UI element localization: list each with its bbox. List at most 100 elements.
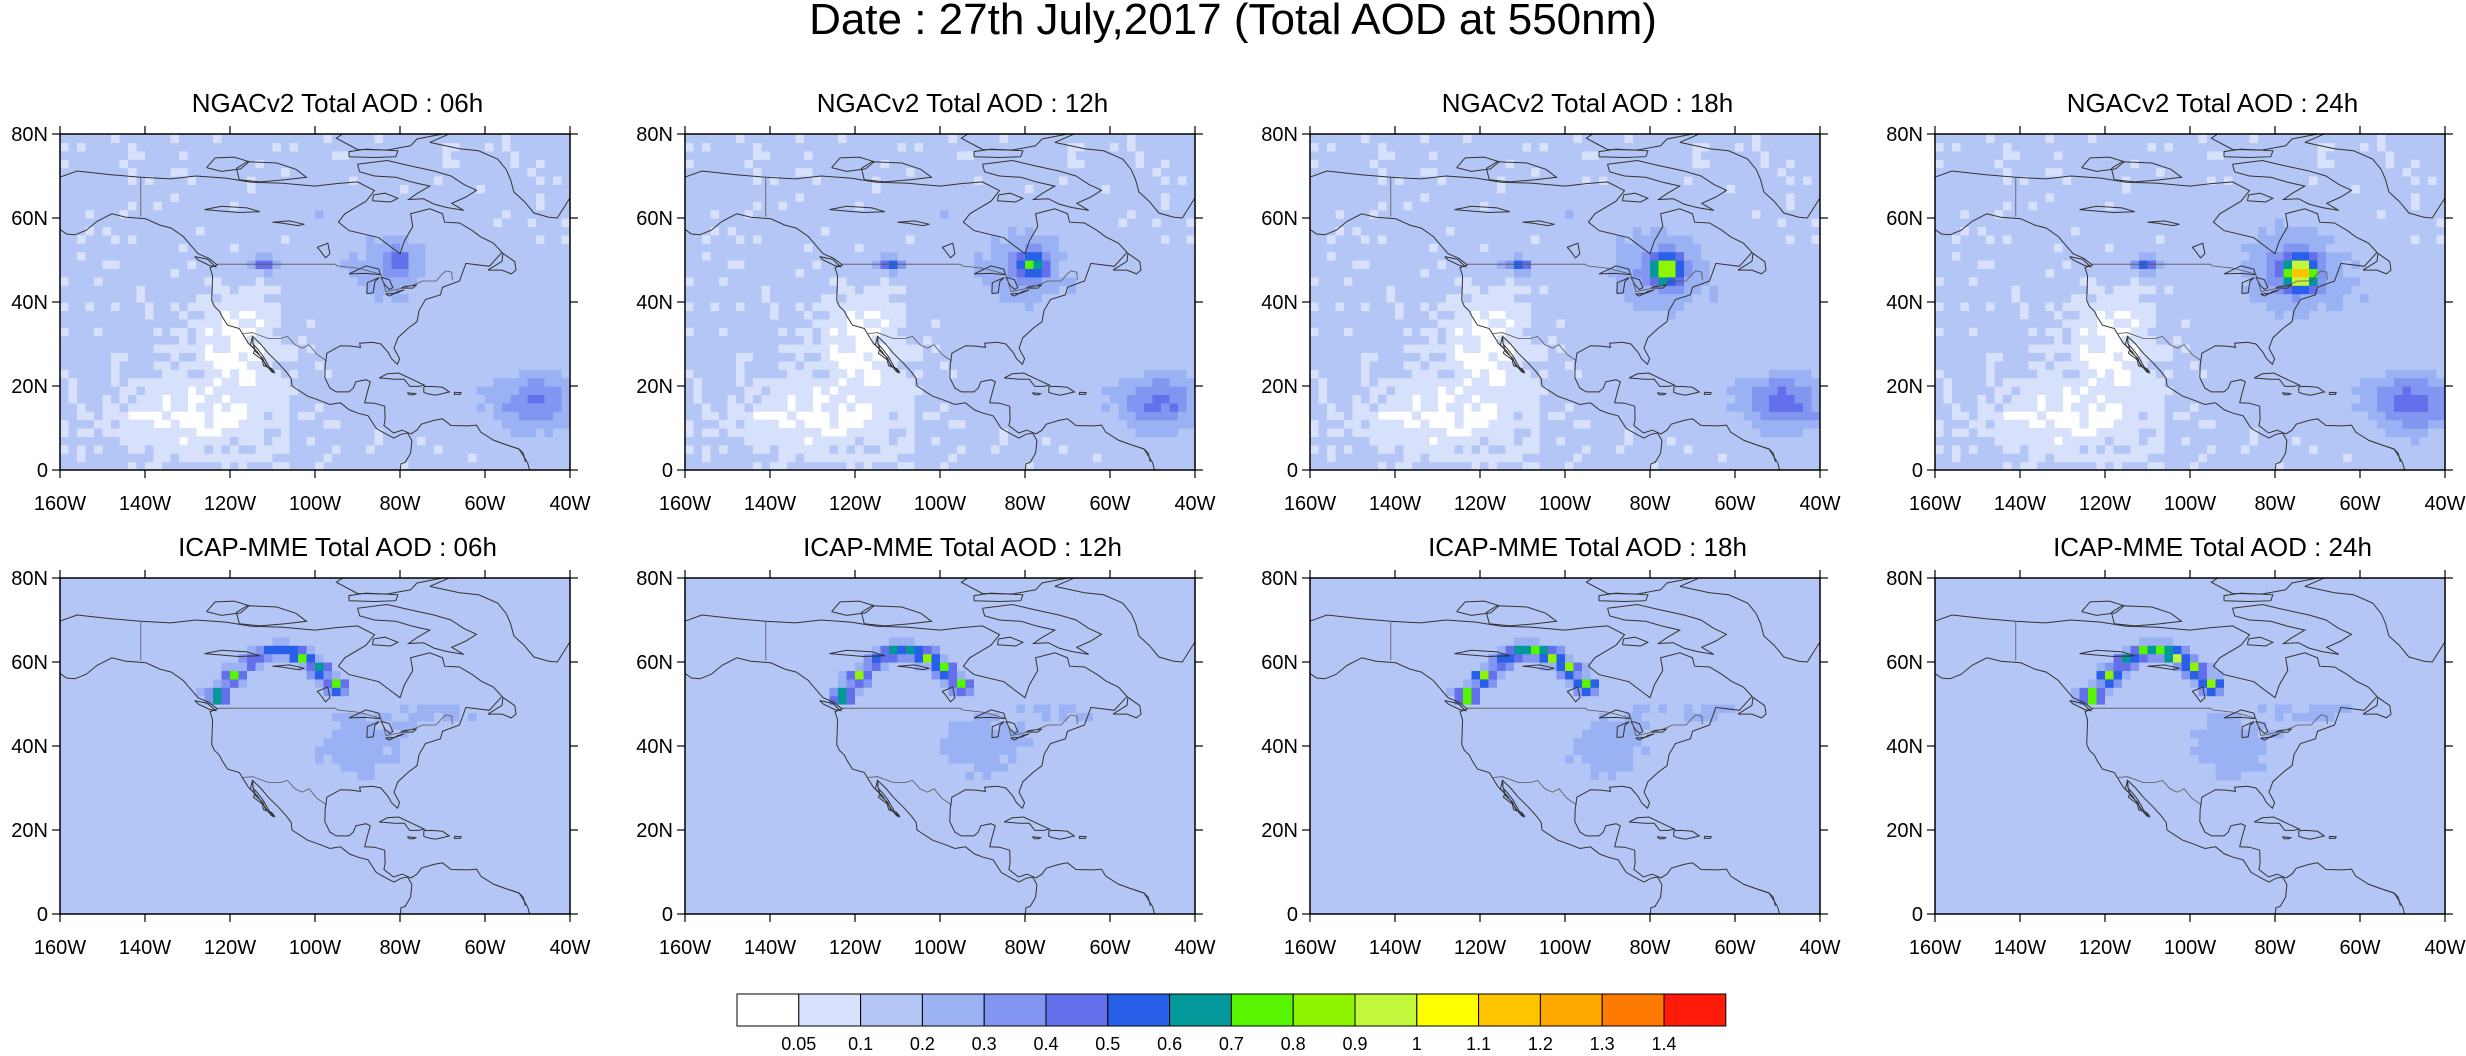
lon-tick-label: 40W: [549, 493, 590, 515]
lat-tick-label: 40N: [1261, 736, 1298, 758]
panel-title: ICAP-MME Total AOD : 12h: [803, 532, 1122, 562]
aod-field: [685, 134, 1195, 470]
aod-map: 80N 60N 40N 20N 0 160W 140W 120W 100W 80W 60W 40W: [1886, 568, 2465, 959]
lon-tick-label: 160W: [1284, 937, 1336, 959]
aod-field: [1935, 578, 2445, 914]
colorbar-label: 1.2: [1528, 1034, 1553, 1052]
lon-tick-label: 160W: [1284, 493, 1336, 515]
map-panel: NGACv2 Total AOD : 18h 80N 60N 40N 20N 0 160W 1…: [1250, 88, 1865, 553]
lon-tick-label: 100W: [1539, 937, 1591, 959]
panel-title: NGACv2 Total AOD : 12h: [816, 88, 1109, 118]
aod-map: 80N 60N 40N 20N 0 160W 140W 120W 100W 80W 60W 40W: [1886, 124, 2465, 515]
lon-tick-label: 80W: [379, 937, 420, 959]
lon-tick-label: 160W: [659, 937, 711, 959]
colorbar-swatch: [1107, 993, 1171, 1027]
lat-tick-label: 0: [662, 460, 673, 482]
map-panel: NGACv2 Total AOD : 06h 80N 60N 40N 20N 0 160W 1…: [0, 88, 615, 553]
aod-field: [685, 578, 1195, 914]
lon-tick-label: 120W: [1454, 493, 1506, 515]
figure-title: Date : 27th July,2017 (Total AOD at 550n…: [809, 0, 1657, 44]
lon-tick-label: 80W: [379, 493, 420, 515]
colorbar-swatch: [1354, 993, 1418, 1027]
coastlines: [60, 578, 570, 914]
lon-tick-label: 100W: [1539, 493, 1591, 515]
lon-tick-label: 120W: [204, 493, 256, 515]
lat-tick-label: 40N: [636, 736, 673, 758]
aod-field: [1310, 134, 1820, 470]
colorbar-label: 0.5: [1095, 1034, 1120, 1052]
lon-tick-label: 60W: [464, 493, 505, 515]
lat-tick-label: 80N: [1886, 124, 1923, 146]
colorbar-swatch: [1416, 993, 1480, 1027]
colorbar-label: 0.3: [972, 1034, 997, 1052]
colorbar-label: 0.8: [1281, 1034, 1306, 1052]
coastlines: [685, 578, 1195, 914]
political-borders: [140, 621, 453, 806]
lat-tick-label: 0: [37, 460, 48, 482]
political-borders: [765, 177, 1078, 362]
lon-tick-label: 140W: [744, 937, 796, 959]
lat-tick-label: 60N: [636, 652, 673, 674]
lat-tick-label: 40N: [11, 736, 48, 758]
lat-tick-label: 80N: [636, 568, 673, 590]
colorbar-label: 0.7: [1219, 1034, 1244, 1052]
lon-tick-label: 40W: [1799, 493, 1840, 515]
lat-tick-label: 60N: [11, 652, 48, 674]
lat-tick-label: 20N: [1886, 376, 1923, 398]
panel-title: NGACv2 Total AOD : 06h: [191, 88, 484, 118]
lon-tick-label: 120W: [2079, 493, 2131, 515]
lat-tick-label: 20N: [11, 376, 48, 398]
aod-field: [1935, 134, 2445, 470]
lon-tick-label: 160W: [659, 493, 711, 515]
colorbar-swatch: [1663, 993, 1727, 1027]
coastlines: [1935, 134, 2445, 470]
colorbar-swatch: [983, 993, 1047, 1027]
colorbar-swatch: [736, 993, 800, 1027]
map-panel: NGACv2 Total AOD : 12h 80N 60N 40N 20N 0 160W 1…: [625, 88, 1240, 553]
lat-tick-label: 40N: [11, 292, 48, 314]
colorbar-swatch: [1045, 993, 1109, 1027]
colorbar-swatch: [798, 993, 862, 1027]
lon-tick-label: 140W: [1994, 937, 2046, 959]
lat-tick-label: 0: [1912, 460, 1923, 482]
panel-title: NGACv2 Total AOD : 18h: [1441, 88, 1734, 118]
panel-title: ICAP-MME Total AOD : 24h: [2053, 532, 2372, 562]
lat-tick-label: 80N: [1886, 568, 1923, 590]
lon-tick-label: 120W: [829, 493, 881, 515]
colorbar-label: 0.4: [1033, 1034, 1058, 1052]
political-borders: [140, 177, 453, 362]
aod-map: 80N 60N 40N 20N 0 160W 140W 120W 100W 80W 60W 40W: [1261, 568, 1840, 959]
lat-tick-label: 80N: [11, 568, 48, 590]
lon-tick-label: 100W: [289, 493, 341, 515]
lon-tick-label: 60W: [1089, 937, 1130, 959]
lon-tick-label: 100W: [289, 937, 341, 959]
lat-tick-label: 20N: [1261, 376, 1298, 398]
colorbar-label: 0.6: [1157, 1034, 1182, 1052]
colorbar-label: 0.1: [848, 1034, 873, 1052]
political-borders: [1390, 621, 1703, 806]
lon-tick-label: 60W: [464, 937, 505, 959]
colorbar: 0.05 0.1 0.2 0.3 0.4 0.5 0.6 0.7 0.8 0.9 1 1.1 1.2 1.…: [736, 993, 1727, 1052]
lon-tick-label: 60W: [1714, 493, 1755, 515]
lon-tick-label: 40W: [1174, 493, 1215, 515]
lat-tick-label: 60N: [1886, 652, 1923, 674]
political-borders: [2015, 621, 2328, 806]
lon-tick-label: 60W: [2339, 937, 2380, 959]
lon-tick-label: 80W: [2254, 493, 2295, 515]
colorbar-swatch: [1230, 993, 1294, 1027]
colorbar-label: 1.4: [1651, 1034, 1676, 1052]
lon-tick-label: 140W: [1369, 937, 1421, 959]
lat-tick-label: 40N: [1886, 292, 1923, 314]
lon-tick-label: 160W: [34, 493, 86, 515]
lat-tick-label: 40N: [1261, 292, 1298, 314]
lon-tick-label: 120W: [204, 937, 256, 959]
aod-map: 80N 60N 40N 20N 0 160W 140W 120W 100W 80W 60W 40W: [636, 124, 1215, 515]
lat-tick-label: 60N: [11, 208, 48, 230]
aod-field: [60, 134, 570, 470]
lon-tick-label: 100W: [914, 493, 966, 515]
lon-tick-label: 40W: [1174, 937, 1215, 959]
lat-tick-label: 20N: [636, 820, 673, 842]
lat-tick-label: 60N: [1261, 208, 1298, 230]
colorbar-label: 1: [1412, 1034, 1422, 1052]
political-borders: [1390, 177, 1703, 362]
